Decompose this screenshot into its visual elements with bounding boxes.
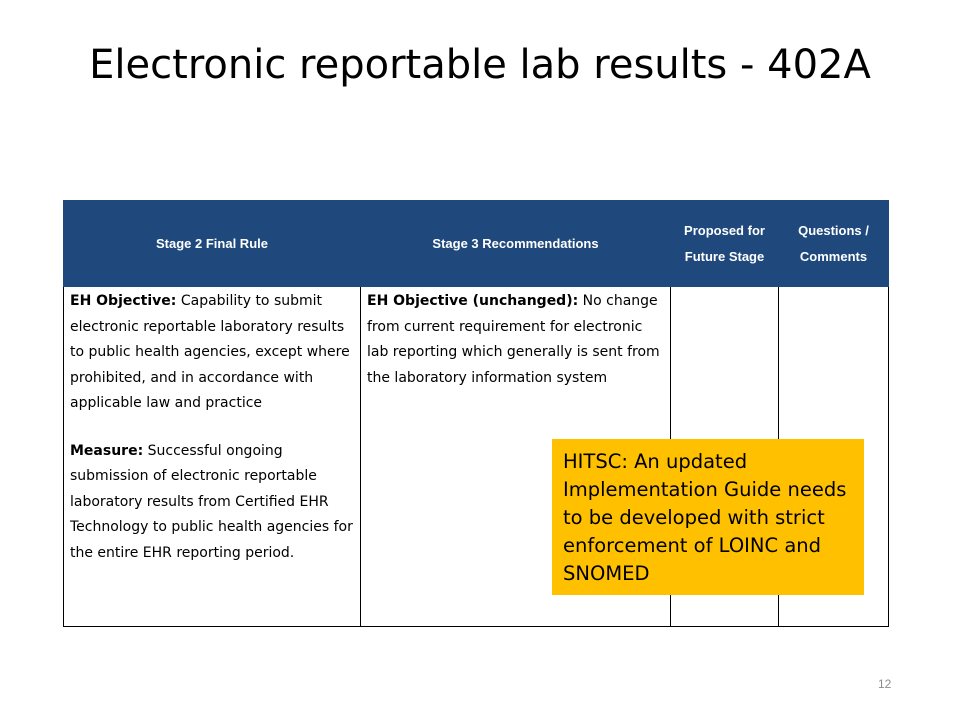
header-comments: Questions / Comments — [778, 200, 889, 287]
stage2-objective-text: Capability to submit electronic reportab… — [70, 293, 350, 411]
stage2-objective: EH Objective: Capability to submit elect… — [70, 289, 354, 417]
header-future: Proposed for Future Stage — [670, 200, 779, 287]
hitsc-callout: HITSC: An updated Implementation Guide n… — [552, 439, 864, 595]
stage3-objective: EH Objective (unchanged): No change from… — [367, 289, 664, 391]
stage2-cell: EH Objective: Capability to submit elect… — [63, 286, 361, 627]
stage3-objective-label: EH Objective (unchanged): — [367, 293, 579, 309]
stage3-objective-text: No change from current requirement for e… — [367, 293, 660, 386]
page-number: 12 — [878, 677, 892, 691]
header-stage2: Stage 2 Final Rule — [63, 200, 361, 287]
header-stage3: Stage 3 Recommendations — [360, 200, 671, 287]
stage2-measure-label: Measure: — [70, 442, 144, 459]
stage2-measure: Measure: Successful ongoing submission o… — [70, 439, 354, 567]
stage3-cell: EH Objective (unchanged): No change from… — [360, 286, 671, 627]
table-header-row: Stage 2 Final Rule Stage 3 Recommendatio… — [63, 200, 889, 287]
stage2-measure-text: Successful ongoing submission of electro… — [70, 442, 353, 561]
slide-title: Electronic reportable lab results - 402A — [89, 42, 871, 88]
stage2-objective-label: EH Objective: — [70, 293, 177, 309]
